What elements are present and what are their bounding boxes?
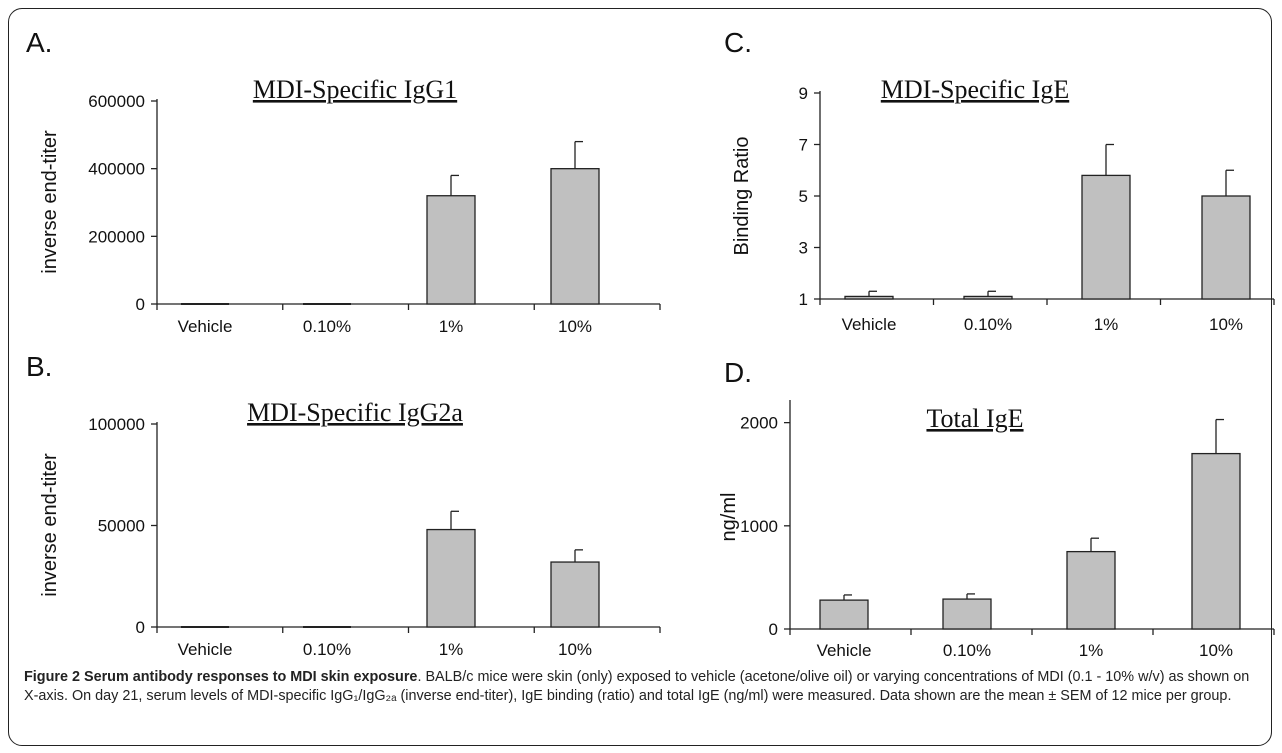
- y-tick-label: 9: [799, 84, 808, 103]
- bar-4: [1201, 195, 1251, 300]
- y-tick-label: 2000: [740, 414, 778, 433]
- bar-3: [426, 195, 476, 305]
- chart-panel-2: B. MDI-Specific IgG2a 0 50000 100000 inverse …: [26, 351, 661, 659]
- x-tick-label: 10%: [558, 640, 592, 659]
- x-tick-label: 10%: [558, 317, 592, 336]
- y-tick-label: 100000: [88, 415, 145, 434]
- x-tick-label: 10%: [1199, 641, 1233, 660]
- bar-2: [963, 295, 1013, 300]
- y-tick-label: 200000: [88, 227, 145, 246]
- x-tick-label: 1%: [1094, 315, 1119, 334]
- caption-body: . BALB/c mice were skin (only) exposed t…: [24, 669, 1250, 704]
- y-tick-label: 3: [799, 239, 808, 258]
- x-tick-label: 10%: [1209, 315, 1243, 334]
- y-tick-label: 5: [799, 187, 808, 206]
- y-tick-label: 0: [136, 618, 145, 637]
- y-axis-label: inverse end-titer: [39, 453, 61, 597]
- x-tick-label: Vehicle: [817, 641, 872, 660]
- y-tick-label: 7: [799, 136, 808, 155]
- chart-panel-4: D. Total IgE 0 1000 2000 ng/ml Vehicle 0.10% 1% 1…: [718, 357, 1275, 660]
- x-tick-label: Vehicle: [178, 640, 233, 659]
- x-tick-label: 0.10%: [943, 641, 991, 660]
- bar-4: [1191, 452, 1241, 630]
- panel-letter: A.: [26, 27, 52, 58]
- x-tick-label: 0.10%: [964, 315, 1012, 334]
- caption-title: Figure 2 Serum antibody responses to MDI…: [24, 669, 418, 685]
- x-tick-label: 0.10%: [303, 317, 351, 336]
- chart-title: MDI-Specific IgG1: [253, 75, 457, 104]
- x-tick-label: Vehicle: [178, 317, 233, 336]
- bar-1: [844, 295, 894, 300]
- y-axis-label: ng/ml: [718, 493, 740, 542]
- chart-panel-3: C. MDI-Specific IgE 1 3 5 7 9 Binding Ratio Vehi…: [724, 27, 1275, 334]
- bar-4: [550, 561, 600, 628]
- panel-letter: B.: [26, 351, 52, 382]
- bar-3: [426, 528, 476, 628]
- y-tick-label: 1000: [740, 517, 778, 536]
- bar-3: [1066, 550, 1116, 630]
- x-tick-label: 1%: [1079, 641, 1104, 660]
- chart-panel-1: A. MDI-Specific IgG1 0 200000 400000 600000 in…: [26, 27, 661, 336]
- chart-title: MDI-Specific IgG2a: [247, 398, 463, 427]
- chart-title: MDI-Specific IgE: [881, 75, 1069, 104]
- y-tick-label: 1: [799, 290, 808, 309]
- y-tick-label: 50000: [98, 517, 145, 536]
- y-tick-label: 0: [136, 295, 145, 314]
- bar-1: [819, 599, 869, 630]
- panel-letter: C.: [724, 27, 752, 58]
- x-tick-label: 1%: [439, 317, 464, 336]
- y-tick-label: 600000: [88, 92, 145, 111]
- bar-4: [550, 168, 600, 305]
- figure-caption: Figure 2 Serum antibody responses to MDI…: [24, 668, 1262, 706]
- x-tick-label: Vehicle: [842, 315, 897, 334]
- bar-2: [942, 598, 992, 630]
- y-axis-label: Binding Ratio: [731, 137, 753, 256]
- y-tick-label: 400000: [88, 160, 145, 179]
- figure-frame: [8, 8, 1272, 746]
- panel-letter: D.: [724, 357, 752, 388]
- y-axis-label: inverse end-titer: [39, 130, 61, 274]
- chart-title: Total IgE: [926, 404, 1023, 433]
- bar-3: [1081, 174, 1131, 300]
- x-tick-label: 1%: [439, 640, 464, 659]
- y-tick-label: 0: [769, 620, 778, 639]
- x-tick-label: 0.10%: [303, 640, 351, 659]
